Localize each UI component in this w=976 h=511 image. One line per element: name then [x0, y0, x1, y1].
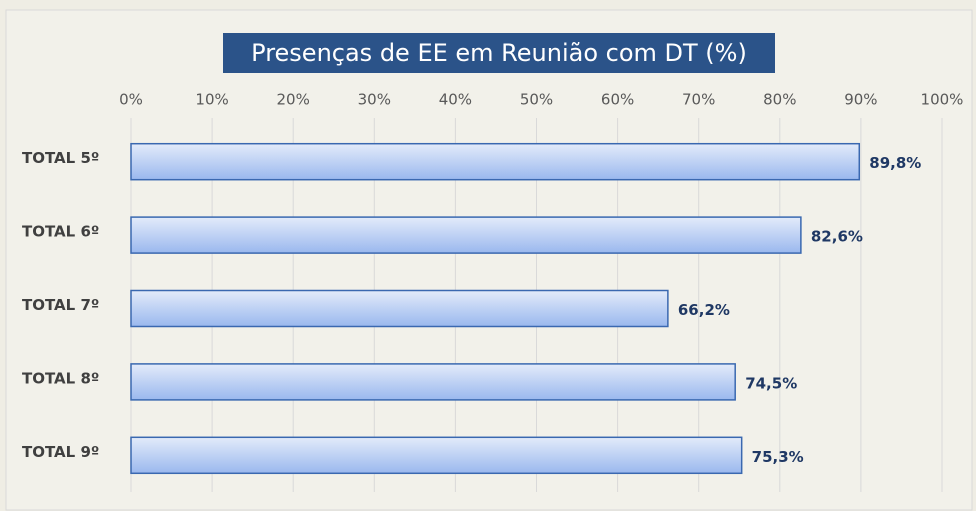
chart-area: [5, 9, 973, 511]
value-label: 74,5%: [745, 374, 797, 392]
bar: [130, 142, 861, 181]
value-label: 66,2%: [678, 301, 730, 319]
x-tick-label: 100%: [921, 91, 964, 109]
y-tick-label: TOTAL 7º: [22, 296, 99, 314]
value-label: 89,8%: [869, 154, 921, 172]
x-tick-label: 80%: [763, 91, 796, 109]
title-box: [223, 33, 775, 73]
x-tick-label: 40%: [439, 91, 472, 109]
x-tick-label: 10%: [195, 91, 228, 109]
y-tick-label: TOTAL 5º: [22, 149, 99, 167]
bar: [130, 436, 743, 475]
y-tick-label: TOTAL 6º: [22, 223, 99, 241]
y-tick-label: TOTAL 8º: [22, 369, 99, 387]
y-tick-label: TOTAL 9º: [22, 443, 99, 461]
x-tick-label: 70%: [682, 91, 715, 109]
bar: [130, 363, 736, 401]
x-tick-label: 20%: [277, 91, 310, 109]
x-tick-label: 0%: [119, 91, 143, 109]
bar: [130, 289, 669, 328]
x-tick-label: 90%: [844, 91, 877, 109]
bar: [130, 216, 802, 254]
chart-title: Presenças de EE em Reunião com DT (%): [251, 39, 747, 67]
value-label: 75,3%: [752, 448, 804, 466]
x-tick-label: 60%: [601, 91, 634, 109]
value-label: 82,6%: [811, 228, 863, 246]
x-tick-label: 50%: [520, 91, 553, 109]
x-tick-label: 30%: [358, 91, 391, 109]
